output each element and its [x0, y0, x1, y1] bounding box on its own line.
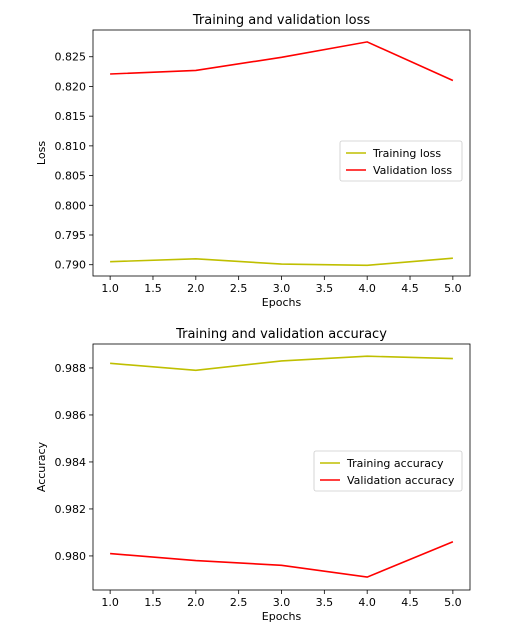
series-line-2 — [110, 541, 454, 578]
y-tick-label: 0.825 — [55, 51, 87, 64]
chart-title: Training and validation loss — [192, 13, 370, 28]
x-tick-label: 1.5 — [144, 596, 162, 609]
legend: Training loss Validation loss — [339, 140, 463, 182]
legend-label: Validation accuracy — [347, 474, 455, 487]
series-line-1 — [110, 355, 453, 372]
chart-2: Training and validation accuracy 1.0 1.5 2.… — [35, 327, 471, 623]
x-tick-label: 1.0 — [101, 282, 119, 295]
x-tick-label: 3.0 — [273, 282, 291, 295]
legend-label: Validation loss — [373, 164, 452, 177]
x-tick-label: 2.0 — [187, 596, 205, 609]
y-tick-label: 0.988 — [55, 362, 87, 375]
x-tick-label: 3.5 — [316, 282, 334, 295]
x-tick-label: 2.0 — [187, 282, 205, 295]
y-tick-label: 0.800 — [55, 199, 87, 212]
chart-1: Training and validation loss 1.0 1.5 2.0 2.5… — [35, 13, 471, 309]
x-tick-label: 5.0 — [444, 596, 462, 609]
x-tick-label: 4.5 — [401, 596, 419, 609]
y-tick-label: 0.980 — [55, 550, 87, 563]
legend-box — [313, 450, 463, 492]
y-axis-label: Accuracy — [35, 441, 48, 492]
x-tick-label: 1.0 — [101, 596, 119, 609]
x-tick-label: 1.5 — [144, 282, 162, 295]
y-tick-label: 0.820 — [55, 80, 87, 93]
series-line-1 — [110, 257, 453, 267]
series-line-2 — [110, 41, 454, 82]
y-tick-label: 0.815 — [55, 110, 87, 123]
y-tick-label: 0.805 — [55, 170, 87, 183]
x-axis-label: Epochs — [262, 610, 302, 623]
x-axis-label: Epochs — [262, 296, 302, 309]
x-tick-label: 2.5 — [230, 282, 248, 295]
x-tick-label: 4.0 — [358, 282, 376, 295]
y-tick-label: 0.795 — [55, 229, 87, 242]
y-tick-label: 0.810 — [55, 140, 87, 153]
y-tick-label: 0.986 — [55, 409, 87, 422]
x-tick-label: 3.5 — [316, 596, 334, 609]
legend-box — [339, 140, 463, 182]
x-tick-label: 2.5 — [230, 596, 248, 609]
x-tick-label: 5.0 — [444, 282, 462, 295]
x-tick-label: 4.0 — [358, 596, 376, 609]
y-axis-label: Loss — [35, 141, 48, 165]
x-tick-label: 4.5 — [401, 282, 419, 295]
y-tick-label: 0.982 — [55, 503, 87, 516]
chart-title: Training and validation accuracy — [175, 327, 387, 342]
y-tick-label: 0.984 — [55, 456, 87, 469]
legend: Training accuracy Validation accuracy — [313, 450, 463, 492]
legend-label: Training accuracy — [346, 457, 444, 470]
y-tick-label: 0.790 — [55, 259, 87, 272]
legend-label: Training loss — [372, 147, 441, 160]
x-tick-label: 3.0 — [273, 596, 291, 609]
